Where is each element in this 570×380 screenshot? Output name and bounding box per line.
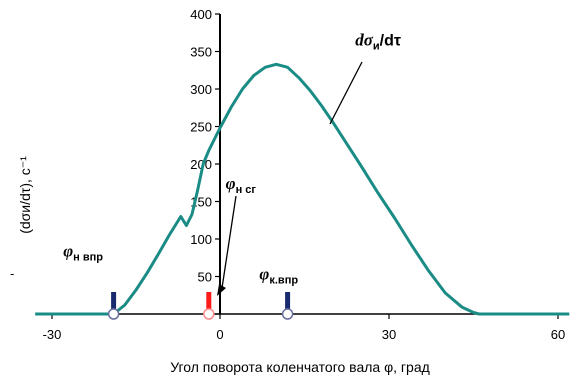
x-tick-label: 0 (216, 327, 223, 342)
x-tick-label: -30 (43, 327, 62, 342)
phase-marker-circle (107, 308, 120, 320)
y-axis-label: (dσи/dτ), c⁻¹ (17, 156, 33, 234)
series-layer (35, 62, 570, 316)
annotation-label: dσи/dτ (355, 31, 401, 53)
x-tick-label: 60 (551, 327, 565, 342)
arrow-head (217, 284, 226, 296)
x-axis-label: Угол поворота коленчатого вала φ, град (170, 359, 430, 375)
x-tick-label: 30 (382, 327, 396, 342)
y-tick-label: 200 (190, 157, 212, 172)
y-tick-label: 50 (198, 270, 212, 285)
y-tick-label: 400 (190, 7, 212, 22)
y-tick-label: 250 (190, 120, 212, 135)
annotation-label: φн впр (63, 241, 103, 263)
annotation-label: φк.впр (259, 265, 298, 287)
markers (107, 292, 294, 320)
phase-marker-circle (203, 308, 215, 320)
axes (51, 13, 559, 319)
annotations: dσи/dτ φн сг φн впр φк.впр (63, 31, 401, 296)
annotation-label: φн сг (226, 174, 257, 196)
y-tick-label: 300 (190, 82, 212, 97)
series-line (35, 62, 570, 316)
phase-marker-bar (111, 292, 117, 310)
y-tick-label: 100 (190, 232, 212, 247)
left-dash-mark: - (10, 266, 14, 281)
phase-marker-circle (281, 308, 294, 320)
y-tick-label: 350 (190, 45, 212, 60)
leader-line-curve (329, 61, 363, 125)
phase-marker-bar (285, 292, 291, 310)
leader-arrow-start (221, 195, 237, 289)
phase-marker-bar (206, 292, 212, 310)
